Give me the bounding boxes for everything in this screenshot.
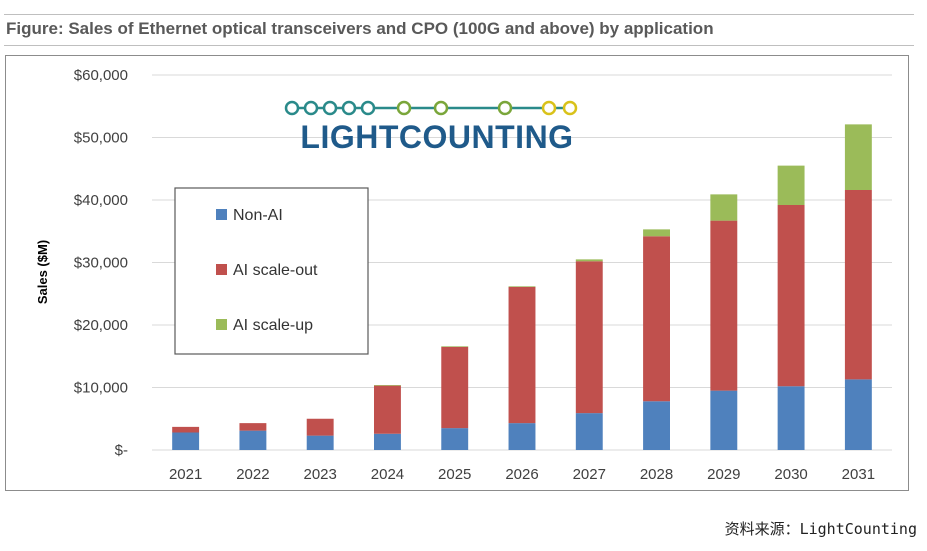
logo-dot: [284, 100, 300, 116]
bar-segment-ai-scale-out-2023: [306, 418, 334, 436]
y-tick-label: $-: [115, 442, 128, 459]
legend-label: Non-AI: [233, 207, 283, 224]
x-tick-label: 2028: [640, 466, 673, 483]
bar-segment-ai-scale-out-2025: [441, 346, 469, 429]
bar-segment-non-ai-2029: [710, 390, 738, 450]
legend-swatch: [216, 264, 227, 275]
bar-segment-non-ai-2021: [172, 432, 200, 450]
logo-wordmark: LIGHTCOUNTING: [300, 119, 573, 155]
bar-segment-ai-scale-up-2027: [575, 259, 603, 262]
bar-segment-ai-scale-up-2029: [710, 194, 738, 221]
y-tick-label: $60,000: [74, 67, 128, 84]
x-tick-label: 2025: [438, 466, 471, 483]
logo-dot: [541, 100, 557, 116]
legend-label: AI scale-up: [233, 317, 313, 334]
bar-segment-non-ai-2024: [374, 433, 401, 450]
logo-dot: [497, 100, 513, 116]
logo-dot: [562, 100, 578, 116]
legend-label: AI scale-out: [233, 262, 318, 279]
x-tick-label: 2021: [169, 466, 202, 483]
y-tick-label: $50,000: [74, 130, 128, 147]
x-tick-label: 2026: [505, 466, 538, 483]
bar-segment-ai-scale-out-2026: [508, 286, 536, 424]
bar-segment-non-ai-2031: [844, 379, 872, 450]
bar-segment-ai-scale-out-2024: [374, 385, 401, 434]
bar-segment-ai-scale-out-2030: [777, 205, 805, 387]
bar-segment-ai-scale-up-2028: [643, 229, 670, 237]
logo-dot: [341, 100, 357, 116]
title-rule-top: [4, 14, 914, 15]
legend-box: [174, 187, 369, 355]
y-axis-label: Sales ($M): [35, 240, 50, 304]
title-rule-bottom: [4, 45, 914, 46]
figure-title: Figure: Sales of Ethernet optical transc…: [6, 19, 714, 38]
logo-dot: [433, 100, 449, 116]
y-tick-labels: $- $10,000 $20,000 $30,000 $40,000 $50,000 $60…: [74, 67, 128, 459]
bar-segment-non-ai-2030: [777, 386, 805, 450]
bar-segment-ai-scale-up-2030: [777, 165, 805, 205]
x-tick-labels: 2021 2022 2023 2024 2025 2026 2027 2028 2029 2030…: [169, 466, 875, 483]
bar-segment-ai-scale-out-2021: [172, 426, 200, 433]
bar-segment-ai-scale-out-2022: [239, 423, 267, 431]
y-tick-label: $10,000: [74, 380, 128, 397]
logo-dot: [303, 100, 319, 116]
x-tick-label: 2024: [371, 466, 404, 483]
x-tick-label: 2029: [707, 466, 740, 483]
y-tick-label: $40,000: [74, 192, 128, 209]
lightcounting-logo: LIGHTCOUNTING: [284, 100, 578, 155]
logo-dot: [322, 100, 338, 116]
y-tick-label: $30,000: [74, 255, 128, 272]
bar-segment-ai-scale-out-2028: [643, 236, 670, 402]
bar-segment-ai-scale-out-2029: [710, 220, 738, 391]
chart-frame: [5, 55, 909, 491]
y-tick-label: $20,000: [74, 317, 128, 334]
x-tick-label: 2022: [236, 466, 269, 483]
bar-segment-ai-scale-up-2025: [441, 346, 469, 347]
bar-segment-non-ai-2028: [643, 401, 670, 450]
logo-dot: [396, 100, 412, 116]
bar-segment-non-ai-2027: [575, 413, 603, 450]
bar-segment-ai-scale-up-2031: [844, 124, 872, 190]
legend-swatch: [216, 319, 227, 330]
x-tick-label: 2030: [774, 466, 807, 483]
legend-swatch: [216, 209, 227, 220]
bars-layer: [172, 124, 872, 450]
bar-segment-ai-scale-up-2026: [508, 286, 536, 287]
legend: Non-AI AI scale-out AI scale-up: [174, 187, 369, 355]
bar-segment-non-ai-2025: [441, 428, 469, 450]
source-note: 资料来源：LightCounting: [724, 520, 917, 538]
bar-segment-non-ai-2022: [239, 430, 267, 450]
x-tick-label: 2023: [303, 466, 336, 483]
logo-dot: [360, 100, 376, 116]
bar-segment-non-ai-2026: [508, 423, 536, 450]
bar-segment-non-ai-2023: [306, 435, 334, 450]
bar-segment-ai-scale-up-2024: [374, 385, 401, 386]
x-tick-label: 2027: [573, 466, 606, 483]
x-tick-label: 2031: [842, 466, 875, 483]
bar-segment-ai-scale-out-2027: [575, 261, 603, 414]
bar-segment-ai-scale-out-2031: [844, 190, 872, 380]
